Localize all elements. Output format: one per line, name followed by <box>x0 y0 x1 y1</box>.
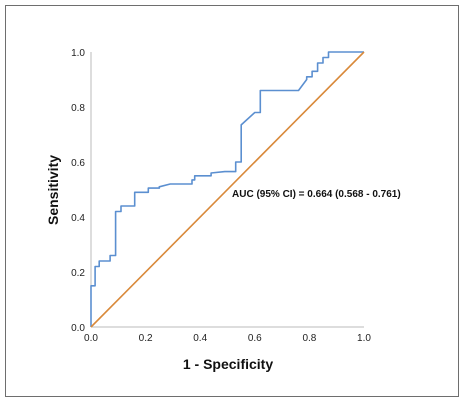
y-axis-title: Sensitivity <box>45 155 61 225</box>
x-tick-label: 0.6 <box>248 333 262 344</box>
x-tick-label: 0.8 <box>302 333 316 344</box>
x-axis-title: 1 - Specificity <box>183 356 273 372</box>
auc-annotation: AUC (95% CI) = 0.664 (0.568 - 0.761) <box>232 189 401 200</box>
chart-frame <box>5 5 459 397</box>
y-tick-label: 0.6 <box>71 158 85 169</box>
y-tick-label: 0.4 <box>71 213 85 224</box>
x-tick-label: 1.0 <box>357 333 371 344</box>
roc-curve-line <box>90 51 364 327</box>
y-tick-label: 1.0 <box>71 48 85 59</box>
y-tick-label: 0.0 <box>71 323 85 334</box>
series-group <box>90 51 365 328</box>
x-tick-label: 0.0 <box>84 333 98 344</box>
x-tick-labels: 0.0 0.2 0.4 0.6 0.8 1.0 <box>84 333 371 344</box>
reference-diagonal-line <box>90 51 365 328</box>
y-tick-labels: 0.0 0.2 0.4 0.6 0.8 1.0 <box>71 48 85 334</box>
x-tick-label: 0.2 <box>139 333 153 344</box>
y-tick-label: 0.8 <box>71 103 85 114</box>
y-tick-label: 0.2 <box>71 268 85 279</box>
x-tick-label: 0.4 <box>193 333 207 344</box>
